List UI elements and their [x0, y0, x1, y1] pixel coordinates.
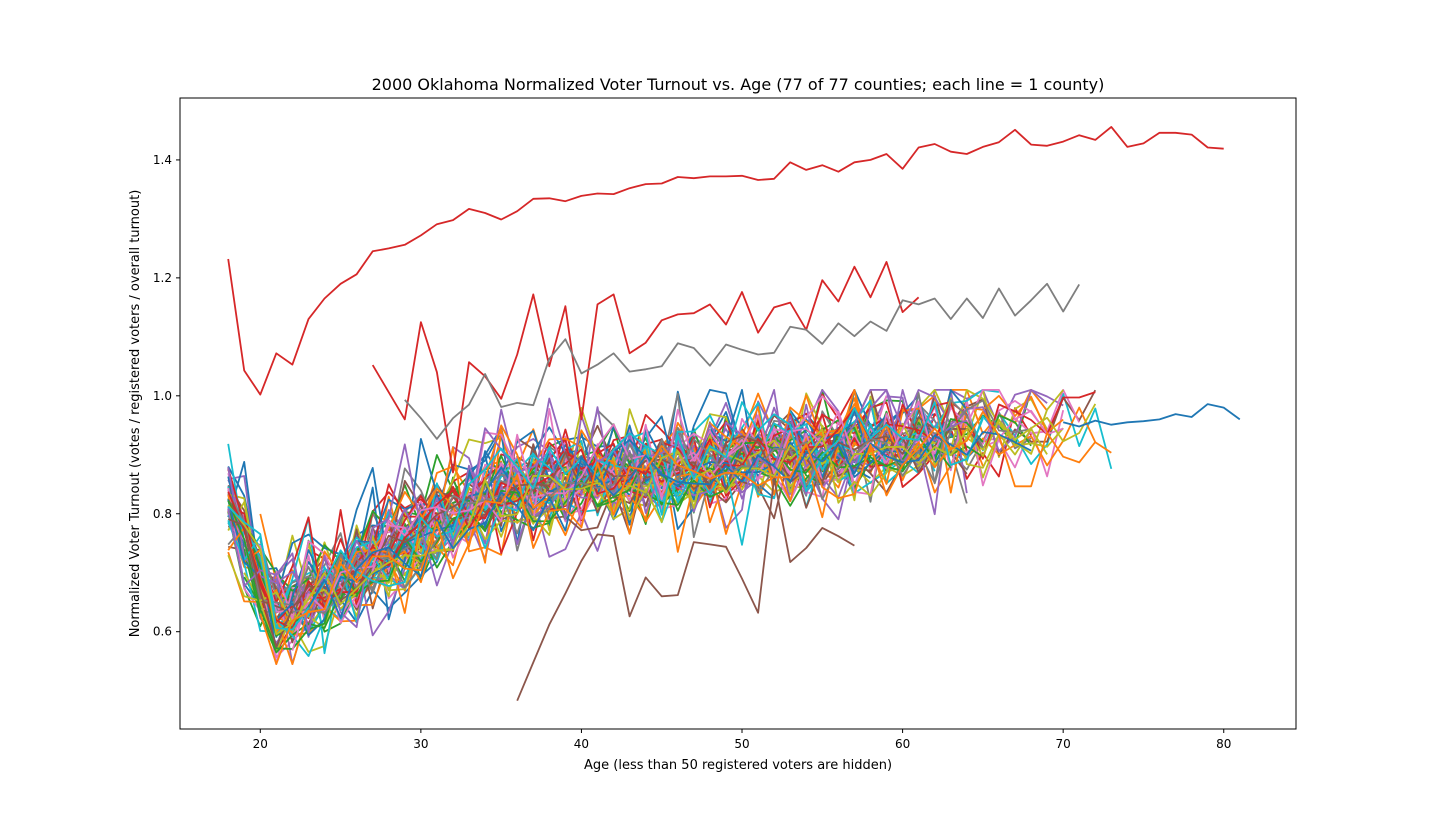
county-series-line — [292, 399, 984, 615]
y-axis: 0.6 0.8 1.0 1.2 1.4 — [153, 153, 180, 639]
county-series-line — [227, 126, 1224, 396]
x-tick-label: 60 — [895, 737, 910, 751]
y-tick-label: 1.0 — [153, 389, 172, 403]
plot-frame — [179, 97, 1297, 730]
y-tick-label: 0.6 — [153, 625, 172, 639]
y-tick-label: 1.4 — [153, 153, 172, 167]
county-series-line — [227, 394, 1064, 633]
county-series-line — [291, 400, 936, 651]
county-series-line — [404, 282, 1080, 440]
x-tick-label: 40 — [574, 737, 589, 751]
county-series-line — [516, 477, 855, 702]
county-series-line — [259, 410, 1097, 665]
x-axis: 20 30 40 50 60 70 80 — [253, 729, 1231, 751]
county-series-line — [371, 260, 920, 474]
x-tick-label: 20 — [253, 737, 268, 751]
county-series-line — [227, 403, 1097, 636]
y-tick-label: 0.8 — [153, 507, 172, 521]
county-series-line — [1062, 403, 1241, 428]
x-axis-label: Age (less than 50 registered voters are … — [584, 758, 892, 773]
x-tick-label: 50 — [734, 737, 749, 751]
x-tick-label: 30 — [413, 737, 428, 751]
county-series-line — [227, 401, 984, 631]
x-tick-label: 80 — [1216, 737, 1231, 751]
series-layer — [227, 126, 1241, 702]
x-tick-label: 70 — [1056, 737, 1071, 751]
y-axis-label: Normalized Voter Turnout (votes / regist… — [128, 190, 143, 638]
y-tick-label: 1.2 — [153, 271, 172, 285]
chart-title: 2000 Oklahoma Normalized Voter Turnout v… — [372, 75, 1105, 94]
